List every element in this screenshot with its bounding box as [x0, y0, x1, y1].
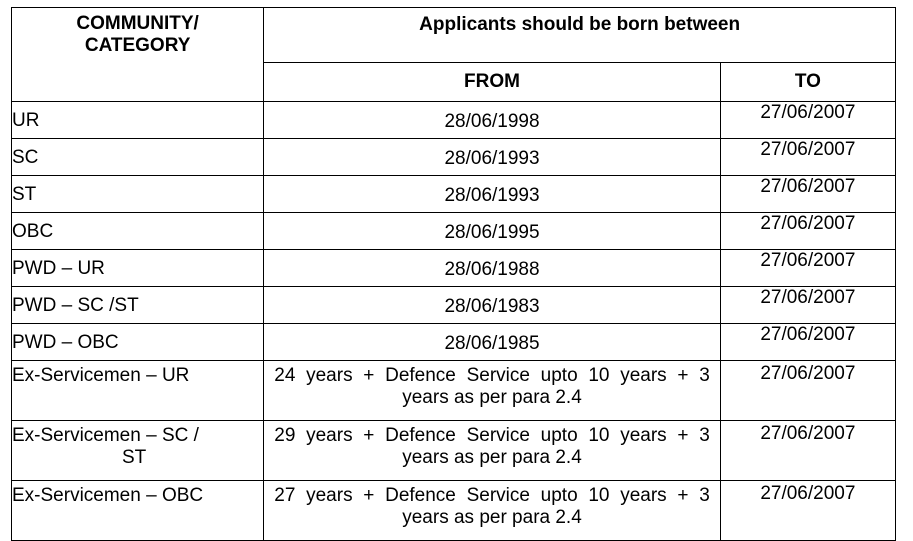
from-cell: 28/06/1998 [263, 101, 721, 139]
from-cell: 28/06/1985 [263, 323, 721, 361]
header-category-line2: CATEGORY [84, 35, 191, 56]
header-from: FROM [263, 62, 721, 102]
to-cell: 27/06/2007 [719, 138, 897, 176]
from-cell: 28/06/1993 [263, 175, 721, 213]
category-cell: ST [10, 175, 265, 213]
header-born-between: Applicants should be born between [263, 7, 896, 63]
to-cell: 27/06/2007 [719, 480, 897, 541]
to-cell: 27/06/2007 [719, 420, 897, 481]
category-cell: Ex-Servicemen – SC / ST [10, 420, 265, 481]
from-cell: 28/06/1988 [263, 249, 721, 287]
category-cell: Ex-Servicemen – UR [10, 360, 265, 421]
category-cell: SC [10, 138, 265, 176]
category-cell: Ex-Servicemen – OBC [10, 480, 265, 541]
table-row: OBC 28/06/1995 27/06/2007 [10, 212, 897, 250]
table-row: SC 28/06/1993 27/06/2007 [10, 138, 897, 176]
header-community-category: COMMUNITY/ CATEGORY [10, 7, 265, 102]
subheader-row: FROM TO [12, 62, 897, 102]
table-row: Ex-Servicemen – UR 24 years + Defence Se… [10, 360, 897, 421]
to-cell: 27/06/2007 [719, 323, 897, 361]
from-cell: 28/06/1993 [263, 138, 721, 176]
to-cell: 27/06/2007 [719, 212, 897, 250]
to-cell: 27/06/2007 [719, 175, 897, 213]
table-row: Ex-Servicemen – SC / ST 29 years + Defen… [10, 420, 897, 481]
table-row: Ex-Servicemen – OBC 27 years + Defence S… [10, 480, 897, 541]
from-cell: 27 years + Defence Service upto 10 years… [263, 480, 721, 541]
from-cell: 28/06/1995 [263, 212, 721, 250]
to-cell: 27/06/2007 [719, 286, 897, 324]
to-cell: 27/06/2007 [719, 249, 897, 287]
table-row: PWD – OBC 28/06/1985 27/06/2007 [10, 323, 897, 361]
from-cell: 28/06/1983 [263, 286, 721, 324]
table-row: UR 28/06/1998 27/06/2007 [10, 101, 897, 139]
to-cell: 27/06/2007 [719, 360, 897, 421]
header-to: TO [719, 62, 897, 102]
to-cell: 27/06/2007 [719, 101, 897, 139]
category-cell: PWD – SC /ST [10, 286, 265, 324]
table-row: PWD – UR 28/06/1988 27/06/2007 [10, 249, 897, 287]
from-cell: 24 years + Defence Service upto 10 years… [263, 360, 721, 421]
category-cell: PWD – UR [10, 249, 265, 287]
category-line1: Ex-Servicemen – SC / [12, 425, 199, 446]
table-row: ST 28/06/1993 27/06/2007 [10, 175, 897, 213]
header-row: COMMUNITY/ CATEGORY Applicants should be… [10, 7, 896, 102]
category-line2: ST [122, 447, 147, 468]
age-eligibility-table: COMMUNITY/ CATEGORY Applicants should be… [10, 7, 897, 541]
header-category-line1: COMMUNITY/ [76, 13, 199, 34]
category-cell: PWD – OBC [10, 323, 265, 361]
category-cell: UR [10, 101, 265, 139]
table-row: PWD – SC /ST 28/06/1983 27/06/2007 [10, 286, 897, 324]
category-cell: OBC [10, 212, 265, 250]
from-cell: 29 years + Defence Service upto 10 years… [263, 420, 721, 481]
